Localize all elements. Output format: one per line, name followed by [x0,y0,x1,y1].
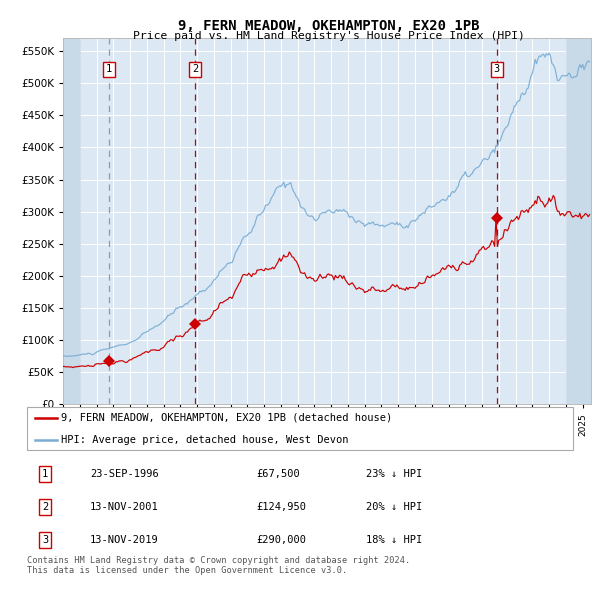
Text: 9, FERN MEADOW, OKEHAMPTON, EX20 1PB: 9, FERN MEADOW, OKEHAMPTON, EX20 1PB [178,19,479,33]
Text: 13-NOV-2019: 13-NOV-2019 [90,535,158,545]
Text: £67,500: £67,500 [256,469,300,479]
Text: 20% ↓ HPI: 20% ↓ HPI [365,502,422,512]
Text: 3: 3 [494,64,500,74]
Bar [63,38,80,404]
Text: Price paid vs. HM Land Registry's House Price Index (HPI): Price paid vs. HM Land Registry's House … [133,31,525,41]
Bar [566,38,591,404]
Text: Contains HM Land Registry data © Crown copyright and database right 2024.
This d: Contains HM Land Registry data © Crown c… [27,556,410,575]
Text: £124,950: £124,950 [256,502,307,512]
Text: HPI: Average price, detached house, West Devon: HPI: Average price, detached house, West… [61,435,349,445]
Text: 2: 2 [192,64,198,74]
Text: 23-SEP-1996: 23-SEP-1996 [90,469,158,479]
Text: 13-NOV-2001: 13-NOV-2001 [90,502,158,512]
Text: 23% ↓ HPI: 23% ↓ HPI [365,469,422,479]
Text: £290,000: £290,000 [256,535,307,545]
Text: 2: 2 [42,502,48,512]
Text: 1: 1 [106,64,112,74]
Text: 1: 1 [42,469,48,479]
Text: 3: 3 [42,535,48,545]
Text: 9, FERN MEADOW, OKEHAMPTON, EX20 1PB (detached house): 9, FERN MEADOW, OKEHAMPTON, EX20 1PB (de… [61,413,392,422]
Text: 18% ↓ HPI: 18% ↓ HPI [365,535,422,545]
